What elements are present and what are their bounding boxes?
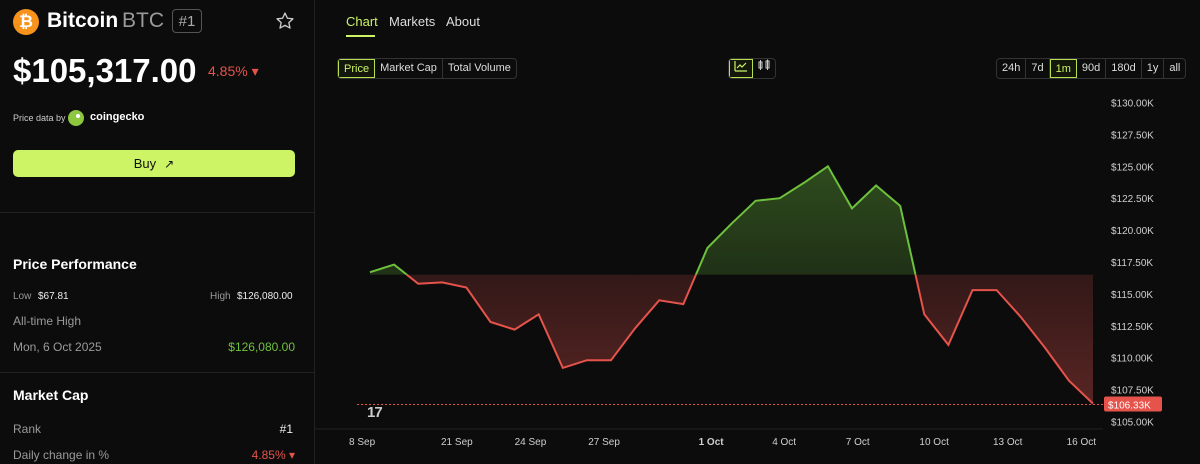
rank-badge: #1 <box>172 9 202 33</box>
y-tick-label: $105.00K <box>1111 417 1154 428</box>
x-tick-label: 10 Oct <box>919 437 949 448</box>
range-button-24h[interactable]: 24h <box>997 59 1027 78</box>
x-tick-label: 21 Sep <box>441 437 473 448</box>
price-line-down <box>405 274 1094 405</box>
coin-panel: ₿ Bitcoin BTC #1 $105,317.00 4.85% ▾ Pri… <box>0 0 314 464</box>
buy-button[interactable]: Buy ↗ <box>13 150 295 177</box>
star-icon[interactable] <box>275 11 295 31</box>
tab-markets[interactable]: Markets <box>389 14 436 29</box>
ath-value: $126,080.00 <box>228 340 295 354</box>
range-button-1y[interactable]: 1y <box>1142 59 1165 78</box>
price-chart: $130.00K $127.50K $125.00K $122.50K $120.00K… <box>315 99 1162 448</box>
metric-total-volume-button[interactable]: Total Volume <box>447 62 511 74</box>
low-label: Low <box>13 291 32 302</box>
coingecko-name[interactable]: coingecko <box>90 111 145 123</box>
rank-label: Rank <box>13 422 42 436</box>
metric-market-cap-button[interactable]: Market Cap <box>375 59 443 78</box>
y-tick-label: $127.50K <box>1111 130 1154 141</box>
y-tick-label: $112.50K <box>1111 322 1153 333</box>
x-tick-label: 7 Oct <box>846 437 870 448</box>
x-tick-label: 1 Oct <box>699 437 725 448</box>
chart-type-selector <box>728 58 776 79</box>
y-tick-label: $122.50K <box>1111 194 1154 205</box>
range-button-all[interactable]: all <box>1169 62 1181 74</box>
area-below-baseline <box>370 274 1093 404</box>
buy-button-label: Buy <box>133 156 157 171</box>
area-above-baseline <box>370 166 916 275</box>
price-change: 4.85% ▾ <box>208 63 259 79</box>
coin-symbol: BTC <box>122 9 164 32</box>
y-tick-label: $110.00K <box>1111 354 1153 365</box>
high-label: High <box>210 291 231 302</box>
chart-panel: Chart Markets About Price Market Cap Tot… <box>315 0 1200 464</box>
ath-date: Mon, 6 Oct 2025 <box>13 340 102 354</box>
range-button-1m[interactable]: 1m <box>1049 59 1077 78</box>
coin-name: Bitcoin <box>47 9 119 32</box>
metric-price-button[interactable]: Price <box>338 59 376 78</box>
coingecko-icon <box>68 110 84 126</box>
y-tick-label: $107.50K <box>1111 386 1154 397</box>
daily-change-value: 4.85% ▾ <box>251 448 295 462</box>
tab-about[interactable]: About <box>446 14 480 29</box>
divider <box>0 372 314 373</box>
divider <box>0 212 314 213</box>
range-button-180d[interactable]: 180d <box>1106 59 1142 78</box>
x-tick-label: 4 Oct <box>772 437 796 448</box>
range-button-90d[interactable]: 90d <box>1077 59 1107 78</box>
market-cap-title: Market Cap <box>13 387 89 403</box>
last-price-badge <box>1104 396 1162 412</box>
performance-title: Price Performance <box>13 256 137 272</box>
active-tab-indicator <box>346 35 375 37</box>
high-value: $126,080.00 <box>237 291 293 302</box>
x-tick-label: 27 Sep <box>588 437 620 448</box>
low-value: $67.81 <box>38 291 69 302</box>
metric-selector: Price Market Cap Total Volume <box>337 58 517 79</box>
y-tick-label: $125.00K <box>1111 162 1154 173</box>
tab-chart[interactable]: Chart <box>346 14 378 29</box>
line-chart-icon[interactable] <box>729 59 753 78</box>
last-price-label: $106.33K <box>1108 400 1151 411</box>
arrow-up-right-icon: ↗ <box>164 157 175 171</box>
y-tick-label: $130.00K <box>1111 99 1154 110</box>
range-button-7d[interactable]: 7d <box>1026 59 1050 78</box>
x-tick-label: 13 Oct <box>993 437 1023 448</box>
bitcoin-logo-icon: ₿ <box>13 9 39 35</box>
x-tick-label: 24 Sep <box>515 437 547 448</box>
rank-value: #1 <box>279 422 293 436</box>
panel-divider <box>314 0 315 464</box>
x-tick-label: 16 Oct <box>1067 437 1097 448</box>
daily-change-label: Daily change in % <box>13 448 110 462</box>
price-data-label: Price data by <box>13 113 66 123</box>
y-tick-label: $120.00K <box>1111 226 1154 237</box>
y-tick-label: $115.00K <box>1111 290 1153 301</box>
ath-label: All-time High <box>13 314 82 328</box>
price-line-up <box>369 164 917 275</box>
range-selector: 24h 7d 1m 90d 180d 1y all <box>996 58 1187 79</box>
tradingview-logo: 17 <box>367 404 383 421</box>
current-price: $105,317.00 <box>13 52 197 89</box>
candlestick-chart-icon[interactable] <box>753 59 775 78</box>
y-tick-label: $117.50K <box>1111 258 1153 269</box>
x-tick-label: 8 Sep <box>349 437 376 448</box>
